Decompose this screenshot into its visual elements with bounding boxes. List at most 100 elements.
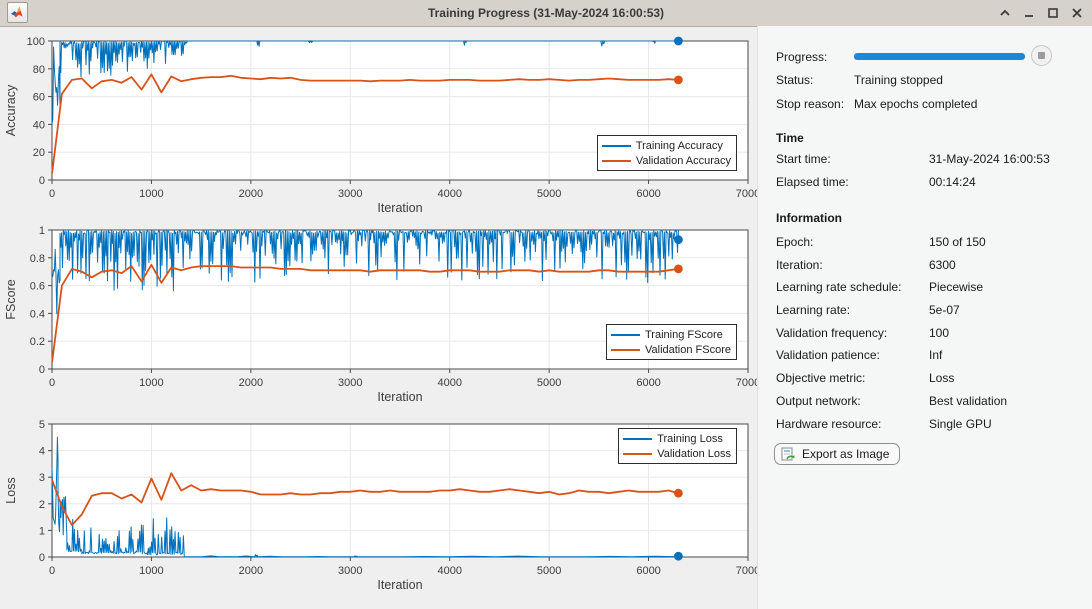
export-button-label: Export as Image: [802, 447, 890, 461]
svg-text:2000: 2000: [239, 188, 263, 200]
fscore-legend: Training FScore Validation FScore: [605, 324, 737, 360]
validation-loss-swatch: [623, 452, 653, 455]
svg-text:Iteration: Iteration: [377, 201, 422, 215]
stop-training-button[interactable]: [1031, 45, 1052, 66]
training-loss-swatch: [623, 437, 653, 440]
svg-text:Iteration: Iteration: [377, 390, 422, 404]
fscore-plot: 0 1000 2000 3000 4000 5000 6000 7000 0 0.2 0.4 0.6 0…: [4, 225, 760, 404]
svg-text:Iteration: Iteration: [377, 578, 422, 592]
start-time-label: Start time:: [776, 152, 831, 166]
validation-frequency-label: Validation frequency:: [776, 326, 888, 340]
window-title: Training Progress (31-May-2024 16:00:53): [427, 6, 665, 20]
svg-text:0: 0: [39, 364, 45, 376]
svg-text:6000: 6000: [636, 377, 660, 389]
svg-text:7000: 7000: [736, 188, 760, 200]
legend-label: Training FScore: [644, 328, 723, 341]
hardware-resource-value: Single GPU: [929, 417, 992, 431]
svg-text:0.6: 0.6: [30, 281, 45, 293]
svg-text:3000: 3000: [338, 565, 362, 577]
svg-text:4000: 4000: [437, 188, 461, 200]
window-controls: [997, 0, 1084, 26]
elapsed-time-label: Elapsed time:: [776, 175, 849, 189]
svg-text:3000: 3000: [338, 377, 362, 389]
validation-frequency-value: 100: [929, 326, 950, 340]
export-as-image-button[interactable]: Export as Image: [774, 443, 901, 465]
svg-text:60: 60: [33, 92, 45, 104]
stop-icon: [1038, 52, 1045, 59]
accuracy-chart: 0 1000 2000 3000 4000 5000 6000 7000 0 20 40 60 80 10…: [0, 36, 760, 222]
legend-label: Validation Loss: [657, 447, 731, 460]
stop-reason-label: Stop reason:: [776, 97, 845, 111]
svg-text:7000: 7000: [736, 377, 760, 389]
iteration-label: Iteration:: [776, 258, 823, 272]
time-section-header: Time: [776, 131, 804, 145]
svg-text:1: 1: [39, 225, 45, 237]
lr-schedule-value: Piecewise: [929, 280, 984, 294]
hardware-resource-label: Hardware resource:: [776, 417, 882, 431]
svg-text:2: 2: [39, 499, 45, 511]
legend-label: Validation Accuracy: [635, 154, 731, 167]
validation-patience-value: Inf: [929, 348, 943, 362]
svg-text:3: 3: [39, 472, 45, 484]
progress-bar-fill: [854, 53, 1025, 60]
legend-label: Training Accuracy: [635, 139, 723, 152]
progress-label: Progress:: [776, 50, 828, 64]
lr-schedule-label: Learning rate schedule:: [776, 280, 902, 294]
fscore-chart: 0 1000 2000 3000 4000 5000 6000 7000 0 0.2 0.4 0.6 0…: [0, 225, 760, 411]
minimize-icon[interactable]: [1021, 6, 1036, 21]
training-accuracy-swatch: [601, 144, 631, 147]
svg-text:0: 0: [49, 565, 55, 577]
validation-fscore-swatch: [610, 348, 640, 351]
svg-text:FScore: FScore: [4, 279, 18, 319]
elapsed-time-value: 00:14:24: [929, 175, 976, 189]
loss-chart: 0 1000 2000 3000 4000 5000 6000 7000 0 1 2 3 4 5 Itera…: [0, 419, 760, 599]
svg-text:1000: 1000: [139, 565, 163, 577]
accuracy-legend: Training Accuracy Validation Accuracy: [596, 135, 737, 171]
start-time-value: 31-May-2024 16:00:53: [929, 152, 1050, 166]
svg-text:Accuracy: Accuracy: [4, 84, 18, 136]
matlab-logo-glyph: [10, 6, 23, 18]
legend-entry: Training Accuracy: [601, 138, 731, 153]
objective-metric-label: Objective metric:: [776, 371, 866, 385]
epoch-value: 150 of 150: [929, 235, 986, 249]
svg-text:40: 40: [33, 119, 45, 131]
matlab-logo-icon[interactable]: [7, 2, 28, 23]
learning-rate-label: Learning rate:: [776, 303, 851, 317]
svg-text:0: 0: [49, 377, 55, 389]
export-image-icon: [781, 447, 795, 460]
shade-icon[interactable]: [997, 6, 1012, 21]
svg-text:3000: 3000: [338, 188, 362, 200]
close-icon[interactable]: [1069, 6, 1084, 21]
svg-text:5000: 5000: [537, 188, 561, 200]
learning-rate-value: 5e-07: [929, 303, 960, 317]
legend-entry: Training FScore: [610, 327, 731, 342]
legend-label: Training Loss: [657, 432, 723, 445]
legend-label: Validation FScore: [644, 343, 731, 356]
svg-text:4000: 4000: [437, 565, 461, 577]
loss-legend: Training Loss Validation Loss: [618, 428, 737, 464]
stop-reason-value: Max epochs completed: [854, 97, 978, 111]
accuracy-plot: 0 1000 2000 3000 4000 5000 6000 7000 0 20 40 60 80 10…: [4, 36, 760, 215]
svg-text:0: 0: [39, 552, 45, 564]
svg-text:5000: 5000: [537, 377, 561, 389]
legend-entry: Validation Accuracy: [601, 153, 731, 168]
legend-entry: Validation Loss: [623, 446, 731, 461]
legend-entry: Validation FScore: [610, 342, 731, 357]
svg-text:7000: 7000: [736, 565, 760, 577]
svg-text:0.4: 0.4: [30, 308, 45, 320]
svg-text:0: 0: [49, 188, 55, 200]
svg-text:4000: 4000: [437, 377, 461, 389]
svg-text:0: 0: [39, 175, 45, 187]
svg-text:2000: 2000: [239, 565, 263, 577]
iteration-value: 6300: [929, 258, 956, 272]
output-network-value: Best validation: [929, 394, 1008, 408]
epoch-label: Epoch:: [776, 235, 814, 249]
svg-text:100: 100: [27, 36, 45, 48]
objective-metric-value: Loss: [929, 371, 955, 385]
information-section-header: Information: [776, 211, 842, 225]
maximize-icon[interactable]: [1045, 6, 1060, 21]
status-value: Training stopped: [854, 73, 943, 87]
training-info-panel: Progress: Status: Training stopped Stop …: [757, 26, 1092, 609]
svg-text:1: 1: [39, 525, 45, 537]
